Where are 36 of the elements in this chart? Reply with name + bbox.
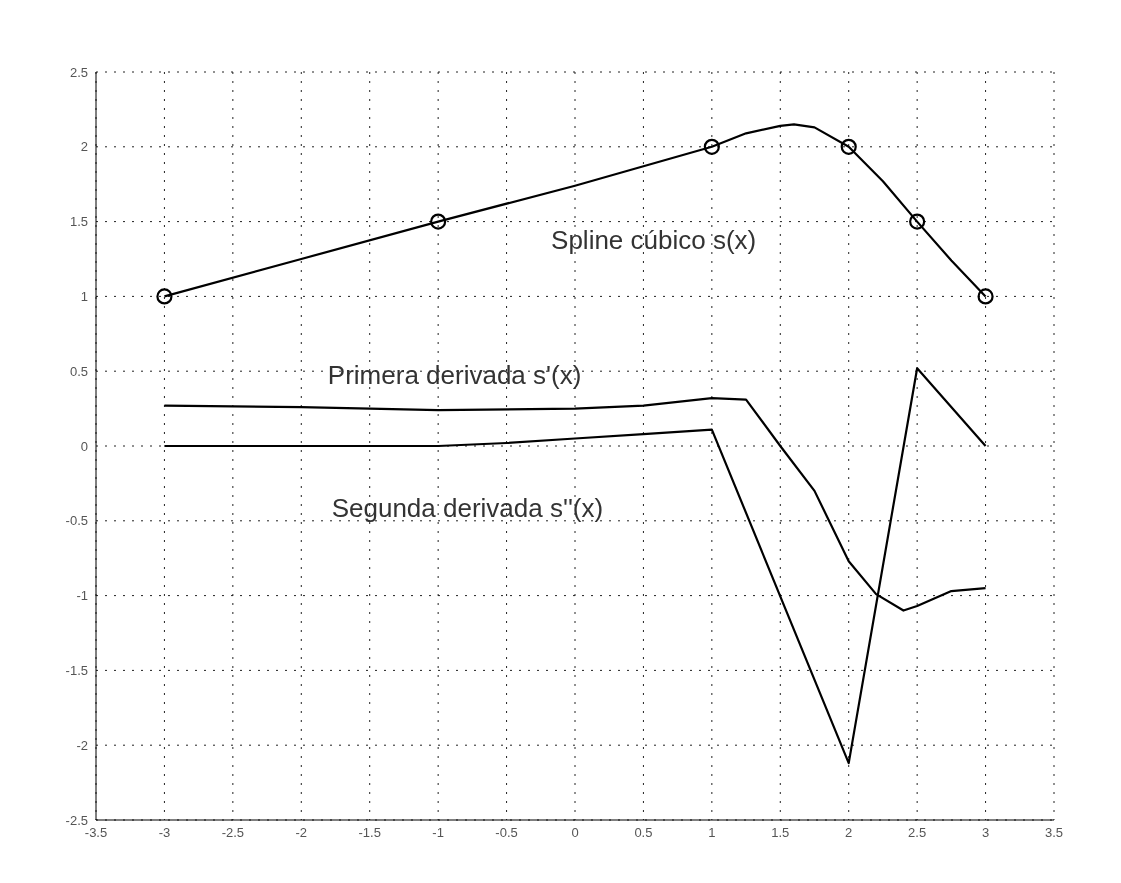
point [977,288,994,305]
x-tick-label: -2.5 [221,825,245,841]
y-tick-label: 1.5 [69,214,88,230]
x-tick-label: -3.5 [84,825,108,841]
x-tick-label: 1 [708,825,716,841]
point [430,213,447,230]
y-tick-label: 2.5 [69,64,88,80]
y-tick-label: 0 [80,438,88,454]
y-tick-label: 0.5 [69,363,88,379]
x-tick-label: 0 [571,825,579,841]
x-tick-label: 3.5 [1044,825,1064,841]
y-tick-label: -1.5 [65,663,88,679]
y-tick-label: -2 [76,737,88,753]
point [703,138,720,155]
x-tick-label: -0.5 [495,825,518,841]
x-tick-label: 2 [845,825,853,841]
x-tick-label: -1 [432,825,444,841]
x-tick-label: -3 [158,825,171,841]
y-tick-label: 2 [80,139,88,155]
y-tick-label: -0.5 [65,513,88,529]
x-tick-label: 3 [981,825,990,841]
y-tick-label: -1 [76,588,88,604]
series-label: Spline cúbico s(x) [551,225,757,257]
line-series [163,367,987,765]
point [840,138,857,155]
point [909,213,926,230]
x-tick-label: 0.5 [634,825,653,841]
x-tick-label: 2.5 [908,825,927,841]
series-label: Segunda derivada s''(x) [331,493,604,525]
x-tick-label: -2 [295,825,308,841]
x-tick-label: 1.5 [771,825,790,841]
x-tick-label: -1.5 [358,825,381,841]
point [156,288,173,305]
series-label: Primera derivada s'(x) [327,359,582,391]
y-tick-label: 1 [80,289,88,305]
y-tick-label: -2.5 [65,812,88,828]
